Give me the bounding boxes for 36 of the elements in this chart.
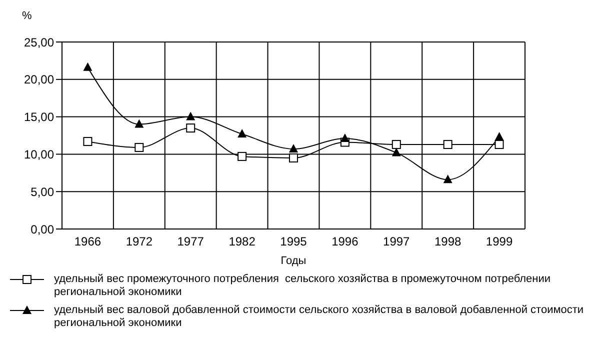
legend-label: удельный вес промежуточного потребления сельского хозяйства в промежуточном потреблении региональной экономики: [54, 273, 552, 299]
x-tick-label: 1972: [126, 234, 153, 249]
point: [134, 142, 144, 152]
y-tick-label: 5,00: [30, 184, 54, 199]
y-tick-label: 0,00: [30, 222, 54, 236]
y-tick-label: 25,00: [24, 35, 54, 50]
y-axis-title: %: [22, 10, 32, 22]
point: [238, 129, 247, 138]
x-tick-label: 1999: [486, 234, 513, 249]
y-tick-label: 15,00: [24, 110, 54, 124]
x-tick-label: 1966: [74, 234, 102, 249]
point: [83, 136, 92, 146]
point: [186, 112, 196, 120]
point: [340, 133, 350, 142]
point: [134, 119, 144, 128]
point: [443, 140, 452, 149]
point: [392, 140, 401, 149]
point: [186, 124, 196, 133]
y-tick-label: 10,00: [24, 147, 54, 162]
x-tick-label: 1982: [228, 234, 256, 249]
legend-label: удельный вес валовой добавленной стоимости сельского хозяйства в валовой добавленной стоимости региональной экономики: [54, 304, 585, 330]
x-tick-label: 1995: [280, 234, 308, 249]
point: [289, 144, 298, 152]
x-tick-label: 1998: [434, 234, 462, 249]
x-tick-label: 1996: [332, 234, 359, 249]
point: [83, 62, 92, 71]
point: [494, 132, 504, 140]
y-tick-label: 20,00: [24, 72, 54, 87]
point: [443, 174, 452, 184]
x-tick-label: 1977: [177, 234, 204, 249]
point: [238, 152, 247, 161]
x-tick-label: 1997: [383, 234, 410, 249]
point: [289, 153, 298, 162]
x-axis-title: Годы: [280, 255, 308, 267]
point: [392, 148, 401, 156]
point: [494, 140, 504, 149]
